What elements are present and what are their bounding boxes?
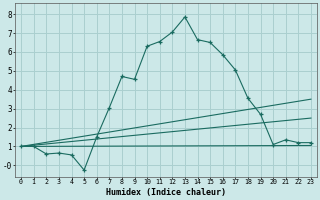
X-axis label: Humidex (Indice chaleur): Humidex (Indice chaleur) <box>106 188 226 197</box>
